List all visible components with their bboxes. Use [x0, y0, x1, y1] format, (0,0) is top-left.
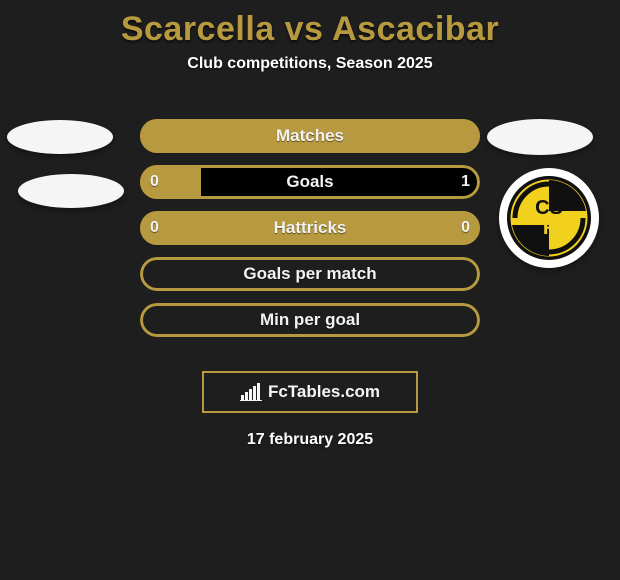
stat-bar: Goals per match — [140, 257, 480, 291]
content-container: Scarcella vs Ascacibar Club competitions… — [0, 0, 620, 580]
stat-value-left: 0 — [150, 165, 159, 199]
date-label: 17 february 2025 — [247, 431, 373, 449]
bar-chart-icon — [240, 383, 262, 401]
club-badge: CS F — [499, 168, 599, 268]
svg-text:CS: CS — [535, 197, 563, 219]
comparison-row: Min per goal — [0, 303, 620, 337]
stat-bar: Matches — [140, 119, 480, 153]
stat-bar-label: Matches — [140, 119, 480, 153]
stat-value-right: 1 — [461, 165, 470, 199]
club-badge-icon: CS F — [507, 176, 591, 260]
stat-value-left: 0 — [150, 211, 159, 245]
stat-bar: Hattricks0 0 — [140, 211, 480, 245]
svg-text:F: F — [543, 217, 555, 239]
player-right-photo — [487, 119, 593, 155]
page-subtitle: Club competitions, Season 2025 — [187, 55, 432, 73]
player-left-photo-1 — [7, 120, 113, 154]
player-left-photo-2 — [18, 174, 124, 208]
stat-bar: Goals0 1 — [140, 165, 480, 199]
stat-bar-label: Goals per match — [140, 257, 480, 291]
stat-bar-label: Min per goal — [140, 303, 480, 337]
stat-bar-label: Goals — [140, 165, 480, 199]
page-title: Scarcella vs Ascacibar — [121, 10, 499, 49]
stat-bar-label: Hattricks — [140, 211, 480, 245]
fctables-attribution: FcTables.com — [202, 371, 418, 413]
stat-value-right: 0 — [461, 211, 470, 245]
fctables-label: FcTables.com — [268, 382, 380, 402]
stat-bar: Min per goal — [140, 303, 480, 337]
